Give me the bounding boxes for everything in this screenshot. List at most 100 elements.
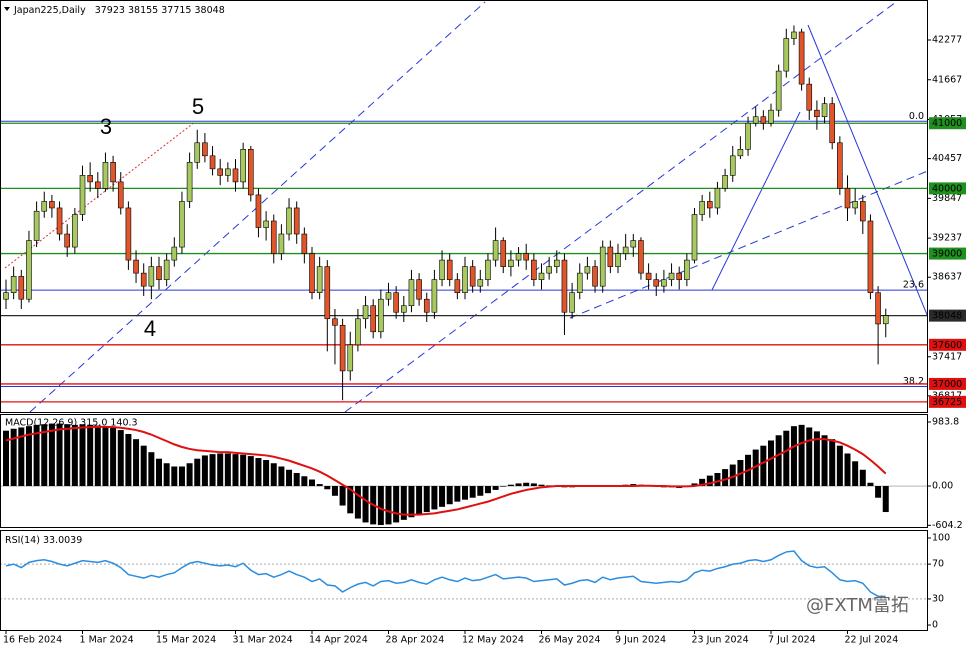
macd-signal	[5, 425, 887, 516]
menu-icon[interactable]	[4, 7, 10, 11]
macd-bar	[117, 430, 124, 487]
candle-body	[416, 279, 422, 300]
watermark: @FXTM富拓	[806, 595, 909, 616]
fib-label: 23.6	[903, 280, 924, 291]
macd-bar	[354, 486, 361, 519]
macd-bar	[393, 486, 400, 523]
macd-bar	[240, 454, 247, 487]
macd-bar	[400, 486, 407, 520]
candle-body	[41, 201, 48, 212]
candle-body	[523, 253, 530, 261]
macd-bar	[729, 464, 736, 487]
macd-bar	[194, 458, 201, 487]
macd-bar	[224, 453, 231, 487]
candle-body	[102, 162, 109, 189]
candle-body	[309, 253, 315, 293]
candle-body	[140, 272, 147, 287]
candle-body	[110, 162, 116, 183]
macd-bar	[217, 453, 224, 487]
macd-bar	[41, 424, 48, 487]
macd-bar	[515, 483, 522, 487]
candle-body	[607, 246, 614, 267]
candle-body	[676, 272, 683, 280]
candle-body	[286, 207, 292, 235]
macd-bar	[324, 486, 331, 490]
macd-bar	[722, 469, 729, 487]
pane-border	[0, 530, 928, 631]
candle-body	[255, 194, 262, 228]
macd-bar	[133, 439, 140, 487]
macd-bar	[64, 424, 71, 487]
macd-bar	[71, 424, 78, 487]
axes: 4227741667410574045739847392373863737417…	[3, 34, 966, 646]
candle-body	[684, 259, 690, 280]
candle-body	[584, 266, 591, 274]
macd-bar	[454, 486, 461, 502]
candle-body	[171, 246, 178, 261]
macd-bar	[699, 478, 706, 487]
candle-body	[270, 220, 277, 254]
candle-body	[791, 31, 797, 39]
macd-bar	[806, 427, 813, 487]
price-label-box	[929, 395, 966, 408]
macd-bar	[530, 483, 537, 487]
macd-bar	[331, 486, 338, 496]
macd-bar	[148, 452, 155, 487]
macd-bar	[752, 449, 759, 487]
macd-bar	[813, 431, 820, 487]
price-label-box	[929, 338, 966, 351]
macd-bar	[79, 424, 86, 487]
rsi-header: RSI(14) 33.0039	[5, 535, 82, 546]
candle-body	[661, 279, 667, 287]
macd-bar	[10, 428, 17, 487]
macd-bar	[507, 484, 514, 487]
candle-body	[133, 259, 139, 274]
macd-bar	[882, 486, 889, 513]
x-tick-label: 28 Apr 2024	[386, 635, 445, 646]
macd-bar	[316, 484, 323, 487]
symbol-header: Japan225,Daily 37923 38155 37715 38048	[13, 5, 225, 16]
candle-body	[477, 279, 484, 287]
macd-bar	[125, 433, 132, 487]
candle-body	[859, 201, 866, 222]
candle-body	[852, 201, 858, 209]
candle-body	[531, 259, 537, 280]
macd-bar	[247, 456, 254, 487]
rsi-line	[5, 550, 886, 598]
y-tick-label: 39847	[932, 193, 962, 204]
candle-body	[87, 175, 93, 183]
rsi-pane	[0, 550, 927, 600]
candle-body	[469, 266, 476, 287]
macd-bar	[362, 486, 369, 523]
macd-bar	[309, 479, 315, 487]
candle-body	[630, 240, 637, 248]
candle-body	[355, 318, 361, 346]
macd-bar	[56, 423, 63, 487]
candle-body	[454, 279, 461, 293]
price-label-box	[929, 377, 966, 390]
candle-body	[645, 272, 652, 280]
macd-bar	[829, 439, 836, 487]
trend-line	[711, 111, 801, 291]
macd-bar	[783, 430, 790, 487]
macd-bar	[500, 486, 507, 487]
x-tick-label: 15 Mar 2024	[156, 635, 216, 646]
macd-bar	[431, 486, 438, 510]
y-tick-label: 41667	[932, 74, 962, 85]
price-label: 37600	[932, 340, 962, 351]
candle-body	[232, 168, 239, 183]
macd-bar	[469, 486, 476, 498]
candle-body	[768, 109, 774, 124]
macd-bar	[87, 424, 94, 487]
macd-bar	[477, 486, 484, 496]
macd-bar	[714, 473, 721, 487]
candle-body	[729, 155, 736, 176]
candle-body	[72, 214, 78, 248]
price-label: 38048	[932, 311, 962, 322]
price-label: 41000	[932, 118, 962, 129]
candle-body	[33, 210, 40, 241]
x-tick-label: 1 Mar 2024	[80, 635, 134, 646]
candle-body	[829, 103, 836, 144]
candle-body	[431, 279, 438, 313]
candle-body	[10, 276, 17, 293]
